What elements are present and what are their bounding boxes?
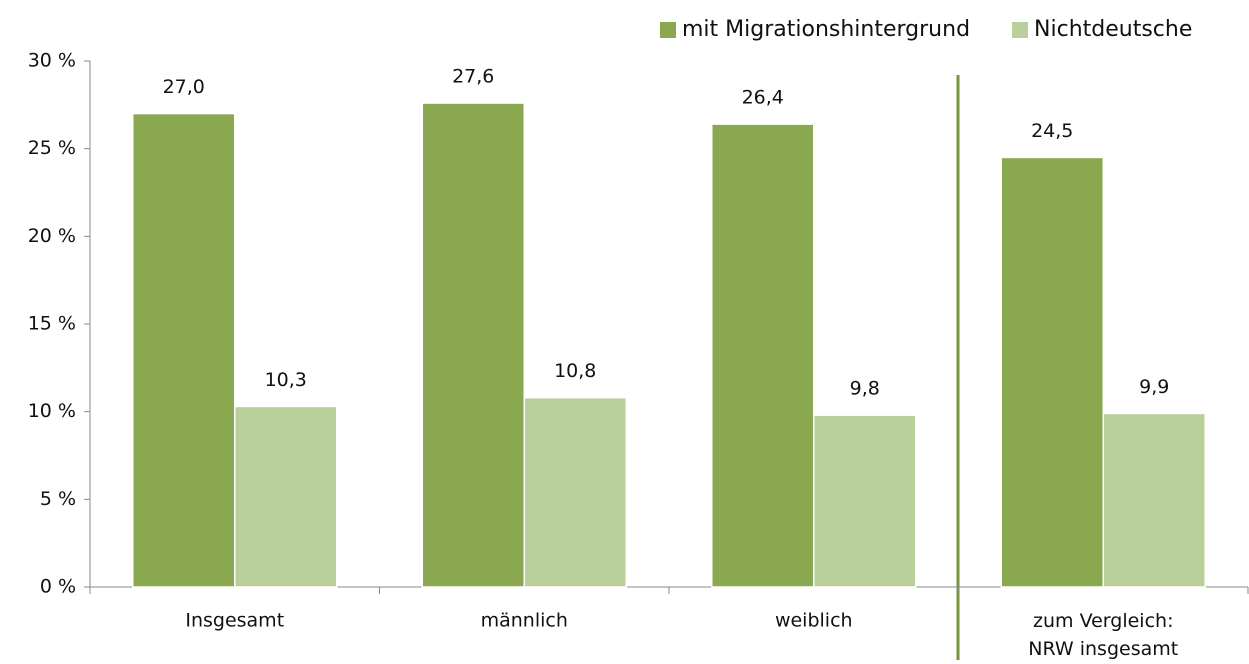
x-tick-label: männlich — [481, 610, 568, 632]
x-tick-label: Insgesamt — [185, 610, 284, 632]
y-tick-label: 10 % — [28, 400, 76, 422]
y-tick-label: 0 % — [40, 576, 76, 598]
x-tick-label: zum Vergleich: NRW insgesamt — [1028, 610, 1178, 660]
bar — [813, 414, 917, 588]
y-tick-label: 20 % — [28, 225, 76, 247]
legend-swatch — [1012, 22, 1029, 38]
bar — [421, 102, 525, 588]
y-tick-label: 15 % — [28, 313, 76, 335]
bar — [1000, 156, 1104, 588]
value-label: 24,5 — [1031, 120, 1073, 142]
bar — [711, 123, 815, 588]
value-label: 26,4 — [742, 87, 784, 109]
legend-swatch — [660, 22, 676, 38]
y-tick-label: 30 % — [28, 50, 76, 72]
value-label: 9,8 — [850, 378, 880, 400]
value-label: 27,0 — [163, 76, 205, 98]
legend-label: mit Migrationshintergrund — [682, 17, 970, 42]
y-tick-label: 25 % — [28, 137, 76, 159]
value-label: 27,6 — [452, 66, 494, 88]
x-tick-label: weiblich — [775, 610, 853, 632]
bar — [523, 396, 627, 588]
bar — [132, 112, 236, 588]
value-label: 10,8 — [554, 360, 596, 382]
bar — [234, 405, 338, 588]
value-label: 9,9 — [1139, 376, 1169, 398]
value-label: 10,3 — [265, 369, 307, 391]
y-tick-label: 5 % — [40, 488, 76, 510]
legend-label: Nichtdeutsche — [1034, 17, 1192, 42]
bar — [1102, 412, 1206, 588]
